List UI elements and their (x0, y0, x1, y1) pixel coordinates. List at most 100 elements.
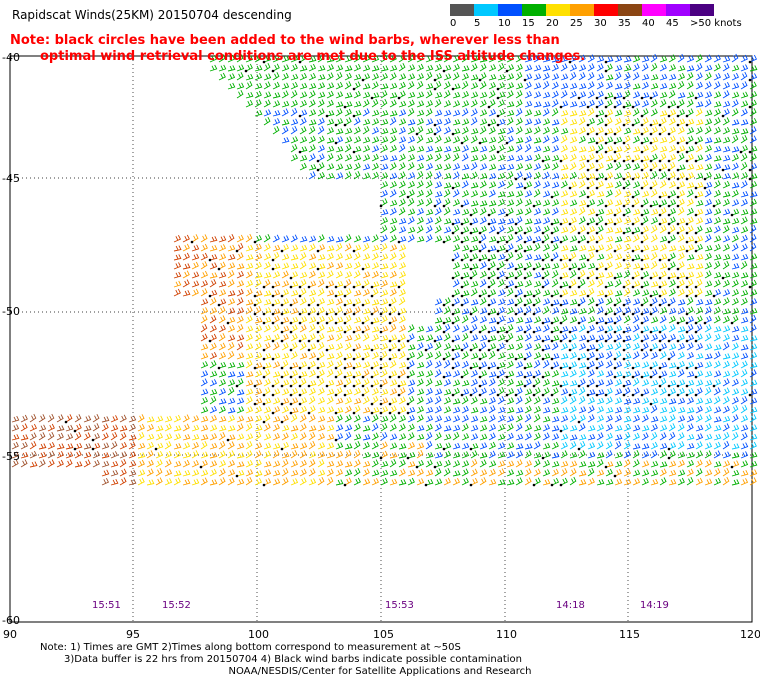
wind-barb (470, 387, 478, 396)
wind-barb (362, 333, 370, 342)
wind-barb (218, 315, 226, 324)
wind-barb (317, 315, 325, 324)
contamination-dot (280, 339, 284, 343)
wind-barb (227, 469, 236, 477)
wind-barb (425, 387, 433, 396)
contamination-dot (658, 303, 662, 307)
wind-barb (551, 181, 560, 189)
wind-barb (326, 360, 334, 369)
wind-barb (380, 98, 388, 108)
wind-barb (254, 397, 263, 405)
wind-barb (578, 83, 587, 90)
wind-barb (416, 125, 424, 135)
wind-barb (245, 333, 253, 342)
wind-barb (695, 459, 703, 468)
contamination-dot (469, 330, 473, 334)
wind-barb (668, 272, 677, 279)
wind-barb (695, 288, 703, 297)
contamination-dot (649, 330, 653, 334)
wind-barb (695, 397, 704, 405)
wind-barb (677, 342, 686, 351)
wind-barb (695, 468, 703, 477)
wind-barb (641, 342, 649, 351)
wind-barb (470, 369, 478, 378)
wind-barb (371, 395, 379, 405)
wind-barb (398, 342, 406, 351)
wind-barb (56, 414, 64, 423)
wind-barb (560, 370, 569, 378)
wind-barb (398, 479, 407, 486)
wind-barb (686, 371, 695, 378)
wind-barb (389, 316, 398, 324)
wind-barb (191, 280, 200, 288)
contamination-dot (649, 294, 653, 298)
wind-barb (353, 423, 361, 432)
wind-barb (632, 254, 641, 261)
wind-barb (290, 125, 298, 135)
wind-barb (299, 459, 307, 468)
contamination-dot (478, 375, 482, 379)
wind-barb (200, 370, 209, 378)
wind-barb (524, 362, 533, 369)
wind-barb (695, 235, 704, 243)
contamination-dot (496, 249, 500, 253)
wind-barb (200, 434, 209, 441)
wind-barb (713, 288, 722, 297)
wind-barb (470, 263, 479, 270)
wind-barb (452, 387, 460, 396)
wind-barb (695, 54, 703, 63)
color-scale-label: 15 (522, 18, 535, 29)
wind-barb (614, 109, 623, 117)
wind-barb (308, 431, 316, 441)
contamination-dot (343, 321, 347, 325)
contamination-dot (532, 384, 536, 388)
wind-barb (353, 235, 362, 243)
wind-barb (713, 424, 722, 432)
wind-barb (722, 289, 731, 297)
wind-barb (479, 459, 487, 468)
wind-barb (353, 90, 361, 99)
wind-barb (740, 460, 749, 468)
wind-barb (578, 146, 587, 153)
wind-barb (542, 416, 551, 423)
wind-barb (389, 172, 398, 180)
wind-barb (389, 82, 398, 90)
wind-barb (407, 406, 416, 414)
wind-barb (731, 146, 740, 153)
wind-barb (425, 325, 434, 333)
wind-barb (515, 216, 523, 225)
wind-barb (641, 55, 650, 63)
wind-barb (524, 477, 532, 486)
wind-barb (308, 333, 316, 342)
wind-barb (695, 379, 704, 387)
contamination-dot (496, 393, 500, 397)
contamination-dot (631, 276, 635, 280)
wind-barb (254, 54, 262, 63)
wind-barb (722, 108, 730, 117)
contamination-dot (271, 312, 275, 316)
wind-barb (335, 81, 344, 90)
wind-barb (281, 243, 290, 252)
contamination-dot (568, 258, 572, 262)
wind-barb (353, 244, 362, 252)
wind-barb (299, 333, 307, 342)
wind-barb (677, 206, 685, 216)
wind-barb (515, 316, 524, 324)
wind-barb (209, 360, 217, 369)
wind-barb (686, 414, 695, 423)
contamination-dot (586, 240, 590, 244)
wind-barb (443, 378, 452, 387)
wind-barb (290, 89, 298, 99)
wind-barb (353, 414, 361, 423)
wind-barb (560, 262, 569, 270)
wind-barb (227, 334, 236, 342)
wind-barb (695, 424, 704, 432)
wind-barb (632, 100, 641, 108)
wind-barb (344, 414, 352, 423)
wind-barb (191, 271, 200, 279)
wind-barb (659, 424, 668, 432)
wind-barb (569, 369, 577, 378)
wind-barb (452, 288, 461, 297)
wind-barb (740, 171, 749, 180)
wind-barb (722, 423, 730, 432)
